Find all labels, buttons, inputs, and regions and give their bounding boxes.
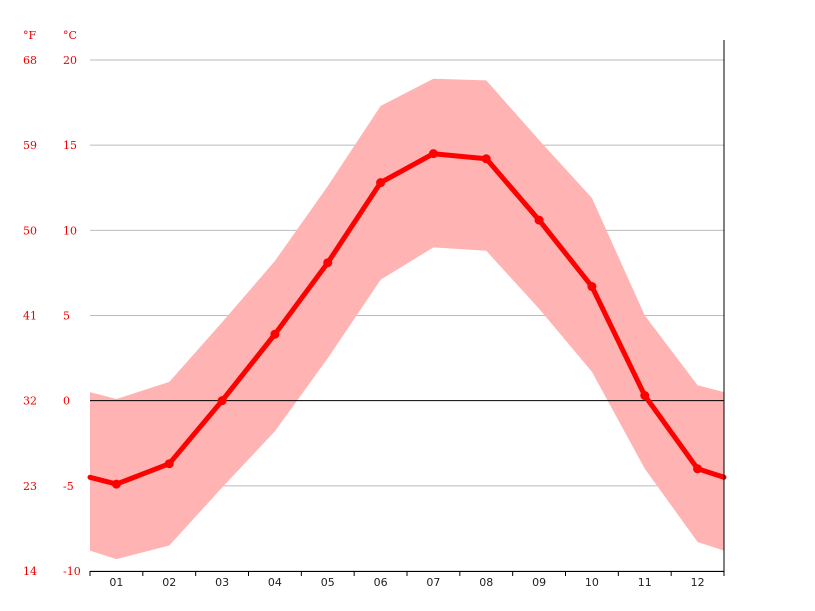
x-axis-ticks: 01 02 03 04 05 06 07 08 09 10 11 12 bbox=[89, 571, 725, 589]
x-tick-label: 03 bbox=[215, 576, 229, 589]
average-temperature-line bbox=[87, 151, 727, 487]
x-tick-label: 05 bbox=[321, 576, 335, 589]
x-tick-label: 06 bbox=[374, 576, 388, 589]
x-tick-label: 07 bbox=[426, 576, 440, 589]
y-tick-label-fahrenheit: 59 bbox=[23, 139, 37, 152]
fahrenheit-unit-label: °F bbox=[23, 29, 37, 42]
data-point-07 bbox=[428, 149, 438, 159]
x-tick-label: 04 bbox=[268, 576, 282, 589]
x-tick-label: 02 bbox=[162, 576, 176, 589]
data-point-09 bbox=[534, 215, 544, 225]
y-tick-label-celsius: 5 bbox=[63, 310, 70, 323]
data-point-12 bbox=[693, 464, 703, 474]
x-tick-label: 09 bbox=[532, 576, 546, 589]
data-point-01 bbox=[111, 479, 121, 489]
x-tick-label: 11 bbox=[638, 576, 652, 589]
data-point-03 bbox=[217, 396, 227, 406]
y-tick-label-fahrenheit: 50 bbox=[23, 224, 37, 237]
celsius-unit-label: °C bbox=[63, 29, 77, 42]
y-tick-label-fahrenheit: 23 bbox=[23, 480, 37, 493]
y-tick-label-fahrenheit: 41 bbox=[23, 310, 37, 323]
y-tick-label-celsius: -10 bbox=[63, 565, 81, 578]
data-point-05 bbox=[323, 258, 333, 268]
average-temperature-points bbox=[111, 149, 703, 489]
y-axis-labels: 20 68 15 59 10 50 5 41 0 32 -5 23 -10 14 bbox=[23, 54, 81, 578]
y-tick-label-celsius: 20 bbox=[63, 54, 77, 67]
data-point-10 bbox=[587, 282, 597, 292]
y-tick-label-fahrenheit: 68 bbox=[23, 54, 37, 67]
y-tick-label-celsius: 15 bbox=[63, 139, 77, 152]
data-point-06 bbox=[376, 178, 386, 188]
x-tick-label: 12 bbox=[691, 576, 705, 589]
y-tick-label-fahrenheit: 14 bbox=[23, 565, 37, 578]
x-tick-label: 08 bbox=[479, 576, 493, 589]
x-tick-label: 01 bbox=[109, 576, 123, 589]
temperature-range-band bbox=[90, 78, 724, 560]
data-point-02 bbox=[164, 459, 174, 469]
y-tick-label-fahrenheit: 32 bbox=[23, 395, 37, 408]
y-tick-label-celsius: 0 bbox=[63, 395, 70, 408]
data-point-11 bbox=[640, 391, 650, 401]
y-tick-label-celsius: -5 bbox=[63, 480, 74, 493]
x-tick-label: 10 bbox=[585, 576, 599, 589]
y-tick-label-celsius: 10 bbox=[63, 224, 77, 237]
data-point-08 bbox=[481, 154, 491, 164]
data-point-04 bbox=[270, 329, 280, 339]
